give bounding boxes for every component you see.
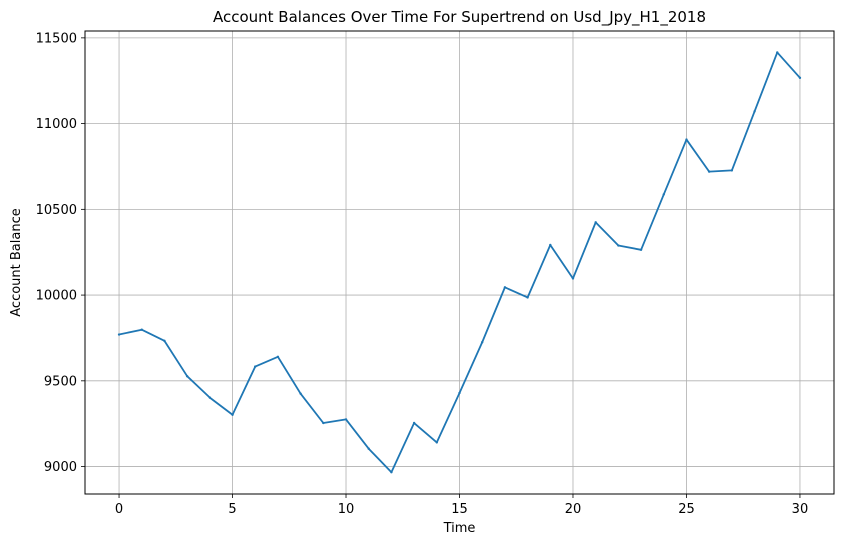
- x-tick-label: 0: [115, 502, 123, 517]
- data-point: [390, 471, 393, 474]
- x-tick-label: 20: [565, 502, 582, 517]
- y-tick-label: 9000: [44, 460, 77, 475]
- x-tick-label: 25: [678, 502, 695, 517]
- data-point: [707, 170, 711, 173]
- data-point: [163, 339, 166, 343]
- y-axis-label: Account Balance: [9, 208, 24, 316]
- data-point: [526, 296, 529, 299]
- chart-title: Account Balances Over Time For Supertren…: [213, 8, 706, 27]
- y-tick-label: 10000: [36, 289, 77, 304]
- data-point: [412, 421, 416, 425]
- data-point: [730, 169, 734, 172]
- data-point: [753, 110, 756, 113]
- y-axis: 9000 9500 10000 10500 11000 11500: [36, 31, 85, 475]
- y-tick-label: 11000: [36, 117, 77, 132]
- data-point: [503, 286, 507, 289]
- data-point: [117, 333, 121, 336]
- data-point: [140, 328, 143, 331]
- data-point: [322, 421, 325, 425]
- data-point: [685, 138, 688, 141]
- y-tick-label: 10500: [36, 203, 77, 218]
- grid: [85, 31, 834, 494]
- data-point: [617, 244, 620, 247]
- y-tick-label: 9500: [44, 374, 77, 389]
- y-tick-label: 11500: [36, 31, 77, 46]
- data-point: [276, 355, 280, 359]
- data-point: [231, 413, 234, 416]
- data-point: [571, 277, 575, 280]
- data-point: [662, 193, 665, 196]
- data-point: [299, 392, 302, 395]
- x-axis: 0 5 10 15 20 25 30: [115, 494, 808, 517]
- data-point: [367, 447, 370, 450]
- x-tick-label: 10: [338, 502, 355, 517]
- data-point: [480, 341, 484, 344]
- data-point: [208, 396, 212, 399]
- x-tick-label: 15: [451, 502, 468, 517]
- data-point: [435, 441, 439, 444]
- data-point: [776, 51, 779, 54]
- x-axis-label: Time: [443, 521, 476, 536]
- data-point: [254, 365, 257, 368]
- data-point: [639, 248, 643, 252]
- series-layer: [117, 51, 802, 474]
- data-point: [798, 76, 802, 80]
- x-tick-label: 30: [792, 502, 809, 517]
- data-point: [594, 221, 597, 224]
- data-point: [344, 418, 348, 421]
- data-point: [458, 391, 461, 395]
- data-point: [185, 374, 189, 378]
- data-point: [549, 243, 552, 247]
- x-tick-label: 5: [228, 502, 236, 517]
